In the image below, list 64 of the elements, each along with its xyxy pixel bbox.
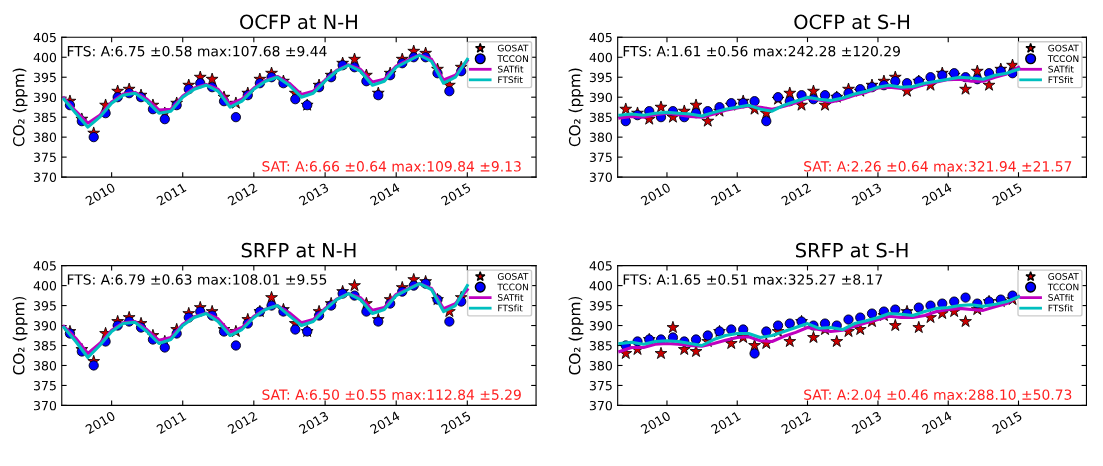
y-tick-label: 405 (33, 32, 56, 43)
legend-label: GOSAT (497, 273, 529, 280)
chart-title: OCFP at S-H (794, 14, 909, 30)
y-tick-label: 395 (34, 72, 56, 83)
y-tick-label: 400 (589, 52, 612, 63)
annotation: SAT: A:6.66 ±0.64 max:109.84 ±9.13 (262, 161, 521, 172)
y-tick-label: 390 (589, 321, 612, 331)
legend-label: FTSfit (498, 76, 523, 84)
y-tick-label: 405 (589, 261, 612, 271)
legend-label: SATfit (1048, 65, 1074, 73)
y-axis-title: CO₂ (ppm) (568, 68, 584, 147)
annotation: FTS: A:6.75 ±0.58 max:107.68 ±9.44 (67, 45, 327, 57)
legend-label: TCCON (497, 283, 528, 291)
y-tick-label: 380 (589, 132, 612, 143)
y-tick-label: 375 (34, 380, 56, 391)
legend-label: SATfit (497, 293, 524, 301)
annotation: SAT: A:2.26 ±0.64 max:321.94 ±21.57 (804, 161, 1072, 172)
y-tick-label: 370 (34, 172, 57, 183)
y-tick-label: 390 (589, 92, 612, 103)
y-tick-label: 390 (34, 92, 57, 103)
y-tick-label: 375 (589, 380, 612, 391)
y-axis-title: CO₂ (ppm) (12, 296, 28, 375)
y-tick-label: 380 (34, 360, 57, 371)
chart-title: OCFP at N-H (240, 14, 357, 30)
y-axis-title: CO₂ (ppm) (12, 68, 28, 147)
y-tick-label: 400 (33, 281, 57, 291)
chart-title: SRFP at S-H (796, 242, 908, 258)
y-tick-label: 400 (589, 281, 612, 291)
y-tick-label: 370 (589, 172, 612, 183)
y-tick-label: 370 (589, 400, 612, 411)
legend-label: TCCON (1047, 283, 1079, 291)
y-tick-label: 395 (589, 301, 612, 311)
y-axis-title: CO₂ (ppm) (568, 296, 584, 375)
annotation: FTS: A:1.65 ±0.51 max:325.27 ±8.17 (623, 274, 883, 285)
y-tick-label: 375 (34, 152, 56, 163)
legend-label: TCCON (1047, 55, 1079, 63)
annotation: FTS: A:6.79 ±0.63 max:108.01 ±9.55 (67, 274, 327, 285)
y-tick-label: 375 (589, 152, 612, 163)
annotation: SAT: A:2.04 ±0.46 max:288.10 ±50.73 (804, 389, 1072, 400)
y-tick-label: 405 (589, 32, 612, 43)
y-tick-label: 370 (34, 400, 57, 411)
legend-label: TCCON (497, 55, 528, 63)
annotation: FTS: A:1.61 ±0.56 max:242.28 ±120.29 (623, 45, 900, 57)
annotation: SAT: A:6.50 ±0.55 max:112.84 ±5.29 (262, 389, 521, 400)
legend-label: FTSfit (498, 304, 523, 312)
y-tick-label: 385 (589, 340, 612, 351)
legend-label: GOSAT (497, 44, 529, 52)
y-tick-label: 395 (589, 72, 612, 83)
y-tick-label: 395 (34, 301, 56, 311)
y-tick-label: 385 (34, 112, 56, 123)
legend-label: SATfit (1048, 293, 1074, 301)
legend-label: SATfit (497, 65, 524, 73)
legend-label: GOSAT (1048, 44, 1079, 52)
y-tick-label: 390 (34, 321, 57, 331)
y-tick-label: 400 (33, 52, 57, 63)
y-tick-label: 405 (33, 261, 56, 271)
y-tick-label: 380 (34, 132, 57, 143)
y-tick-label: 385 (34, 340, 56, 351)
legend-label: FTSfit (1048, 304, 1074, 312)
legend-label: GOSAT (1048, 273, 1079, 280)
y-tick-label: 380 (589, 360, 612, 371)
y-tick-label: 385 (589, 112, 612, 123)
legend-label: FTSfit (1048, 76, 1074, 84)
chart-title: SRFP at N-H (241, 242, 356, 258)
